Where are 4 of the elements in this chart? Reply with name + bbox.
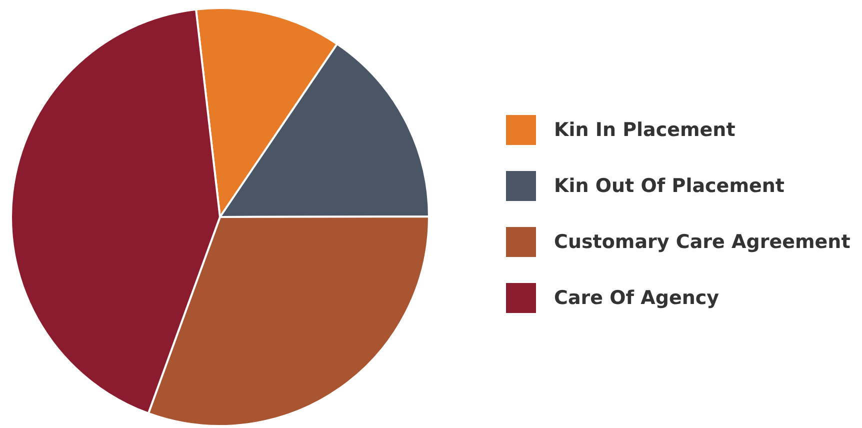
legend-label: Care Of Agency [554,287,720,309]
legend-label: Kin Out Of Placement [554,175,784,197]
legend-label: Kin In Placement [554,119,736,141]
legend-label: Customary Care Agreement [554,231,850,253]
